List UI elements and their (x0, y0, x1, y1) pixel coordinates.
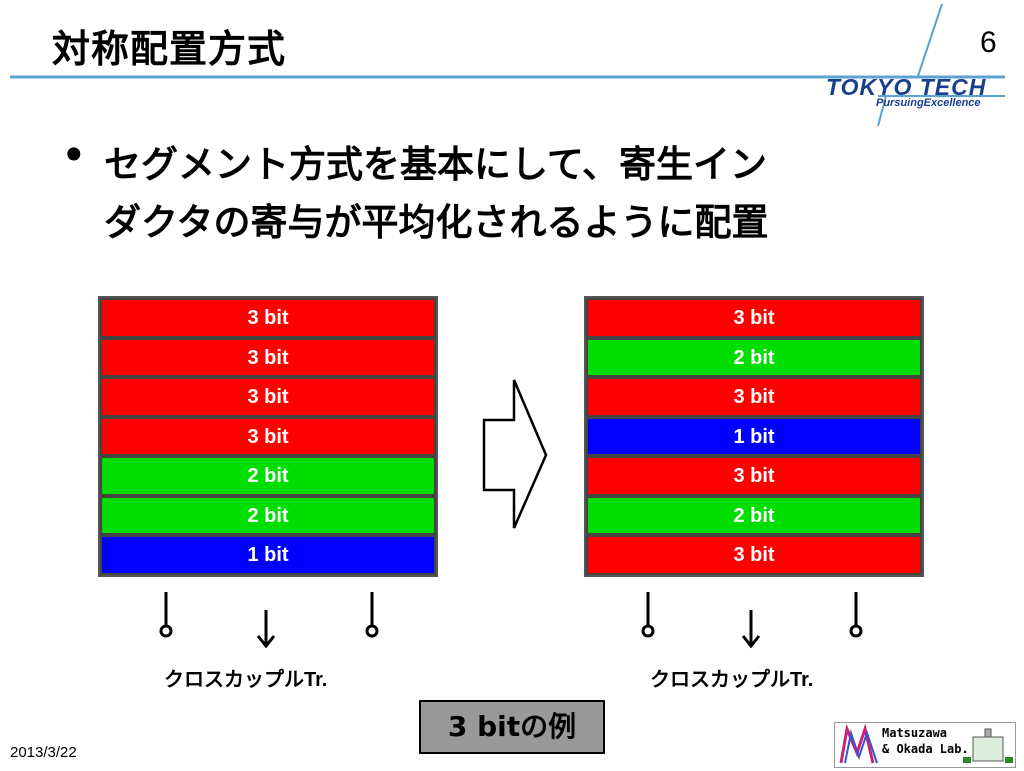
right-terminals (641, 592, 863, 649)
down-arrow-icon (256, 635, 276, 649)
segment: 3 bit (100, 377, 436, 417)
segment: 3 bit (100, 416, 436, 456)
segment-label: 3 bit (247, 425, 289, 448)
segment: 2 bit (586, 495, 922, 535)
lab-logo (834, 722, 1016, 768)
tree-icon (1005, 757, 1013, 763)
down-arrow-icon (741, 635, 761, 649)
right-segment-stack: 3 bit 2 bit 3 bit 1 bit 3 bit 2 bit 3 bi… (584, 296, 924, 577)
segment: 1 bit (586, 416, 922, 456)
terminal-node (641, 624, 655, 638)
terminal-node (849, 624, 863, 638)
segment-label: 1 bit (733, 425, 775, 448)
segment-label: 2 bit (247, 504, 289, 527)
segment-label: 3 bit (247, 386, 289, 408)
left-cross-couple-caption: クロスカップルTr. (164, 669, 328, 691)
terminal-node (365, 624, 379, 638)
segment: 2 bit (586, 337, 922, 377)
building-tower-icon (984, 728, 992, 738)
segment-label: 3 bit (733, 465, 775, 487)
right-cross-couple-caption: クロスカップルTr. (650, 669, 814, 691)
transform-arrow-icon (482, 379, 548, 529)
body-text-line-2: ダクタの寄与が平均化されるように配置 (104, 201, 769, 244)
segment-label: 2 bit (247, 465, 289, 487)
logo-slash-line-lower (877, 95, 887, 127)
segment-label: 3 bit (733, 307, 775, 329)
left-segment-stack: 3 bit 3 bit 3 bit 3 bit 2 bit 2 bit 1 bi… (98, 296, 438, 577)
lab-logo-graphic (839, 723, 1013, 764)
header-decoration (10, 3, 1005, 127)
segment-label: 2 bit (733, 346, 775, 369)
segment: 3 bit (586, 456, 922, 496)
page-number: 6 (980, 26, 997, 59)
tree-icon (963, 757, 971, 763)
tokyo-tech-logo: TOKYO TECH (826, 74, 987, 100)
segment: 2 bit (100, 456, 436, 496)
segment-label: 2 bit (733, 504, 775, 527)
example-label-box: 3 bitの例 (419, 700, 605, 754)
segment: 3 bit (100, 298, 436, 338)
logo-tagline: PursuingExcellence (876, 97, 981, 109)
segment-label: 3 bit (247, 346, 289, 369)
segment-label: 3 bit (733, 544, 775, 566)
segment: 2 bit (100, 495, 436, 535)
segment: 3 bit (586, 377, 922, 417)
segment: 1 bit (100, 535, 436, 575)
segment: 3 bit (100, 337, 436, 377)
lab-name-line-2: & Okada Lab. (882, 742, 969, 756)
segment: 3 bit (586, 298, 922, 338)
segment: 3 bit (586, 535, 922, 575)
segment-label: 1 bit (247, 544, 289, 566)
segment-label: 3 bit (733, 386, 775, 408)
page-title: 対称配置方式 (52, 27, 287, 71)
lab-name-line-1: Matsuzawa (882, 726, 948, 740)
body-text-line-1: セグメント方式を基本にして、寄生イン (104, 143, 768, 186)
bullet-symbol: • (62, 134, 86, 177)
building-icon (972, 736, 1004, 762)
segment-label: 3 bit (247, 307, 289, 329)
logo-slash-line (917, 3, 943, 77)
left-terminals (159, 592, 379, 649)
lab-m-mark-shadow-icon (844, 729, 878, 764)
footer-date: 2013/3/22 (10, 744, 77, 761)
terminal-node (159, 624, 173, 638)
